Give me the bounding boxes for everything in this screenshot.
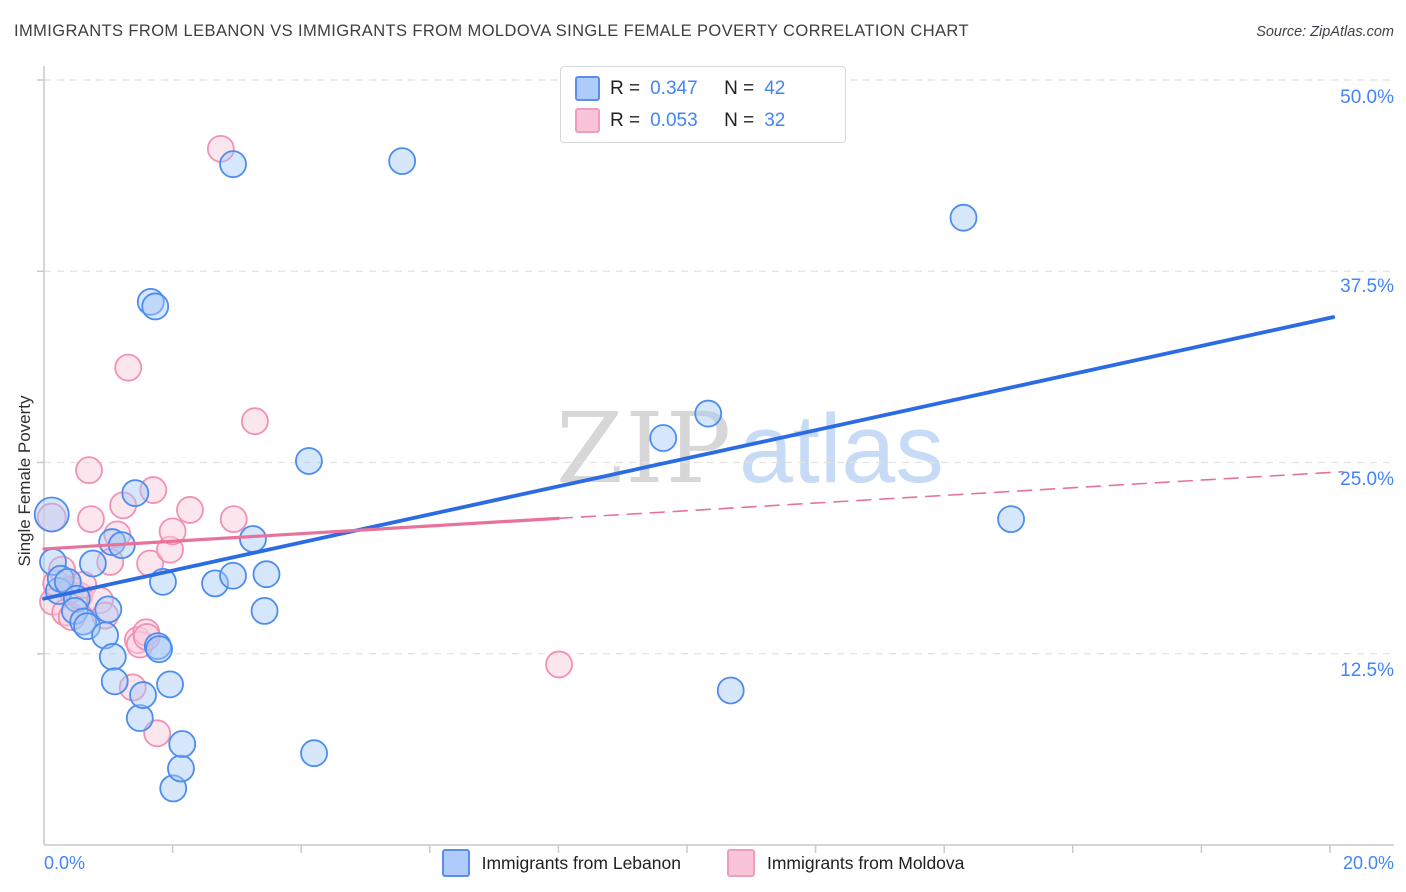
y-tick-12-5: 12.5% xyxy=(1340,660,1394,681)
y-tick-37-5: 37.5% xyxy=(1340,276,1394,297)
scatter-point-lebanon xyxy=(125,704,154,732)
scatter-point-lebanon xyxy=(694,399,723,428)
r-value-moldova: 0.053 xyxy=(650,109,698,131)
scatter-point-lebanon xyxy=(219,561,247,590)
scatter-point-lebanon xyxy=(156,670,184,699)
scatter-point-moldova xyxy=(241,407,269,436)
lebanon-swatch-icon xyxy=(575,76,600,101)
scatter-point-lebanon xyxy=(145,635,173,664)
stats-row-lebanon: R = 0.347 N = 42 xyxy=(575,76,831,101)
scatter-point-lebanon xyxy=(73,612,101,641)
scatter-point-moldova xyxy=(75,456,103,485)
scatter-point-lebanon xyxy=(33,496,70,533)
scatter-point-lebanon xyxy=(69,607,98,636)
scatter-point-lebanon xyxy=(129,681,157,709)
scatter-point-lebanon xyxy=(98,642,127,671)
legend-item-moldova: Immigrants from Moldova xyxy=(726,849,965,877)
series-legend: Immigrants from Lebanon Immigrants from … xyxy=(0,849,1406,877)
n-label: N = xyxy=(724,77,755,99)
y-tick-25: 25.0% xyxy=(1340,469,1394,490)
trend-line-lebanon-solid xyxy=(42,315,1336,601)
scatter-point-lebanon xyxy=(136,287,165,316)
legend-label-lebanon: Immigrants from Lebanon xyxy=(481,852,681,873)
scatter-point-lebanon xyxy=(141,292,170,321)
scatter-point-lebanon xyxy=(300,739,328,768)
scatter-point-lebanon xyxy=(94,595,123,624)
correlation-stats-box: R = 0.347 N = 42 R = 0.053 N = 32 xyxy=(560,66,846,143)
trend-line-moldova-solid xyxy=(42,516,561,551)
source-attribution: Source: ZipAtlas.com xyxy=(1256,24,1394,40)
r-label: R = xyxy=(610,109,641,131)
n-label: N = xyxy=(724,109,755,131)
y-tick-50: 50.0% xyxy=(1340,87,1394,108)
scatter-point-lebanon xyxy=(252,560,281,589)
legend-item-lebanon: Immigrants from Lebanon xyxy=(441,849,681,877)
legend-label-moldova: Immigrants from Moldova xyxy=(766,852,965,873)
scatter-point-lebanon xyxy=(649,424,678,452)
r-value-lebanon: 0.347 xyxy=(650,77,698,99)
scatter-point-lebanon xyxy=(239,525,267,553)
moldova-swatch-icon xyxy=(726,849,755,877)
scatter-point-lebanon xyxy=(295,447,323,475)
n-value-moldova: 32 xyxy=(764,109,786,131)
r-label: R = xyxy=(610,77,641,99)
scatter-point-moldova xyxy=(143,719,172,748)
scatter-point-lebanon xyxy=(219,150,247,179)
scatter-point-lebanon xyxy=(201,569,229,598)
stats-row-moldova: R = 0.053 N = 32 xyxy=(575,108,831,133)
scatter-point-lebanon xyxy=(100,667,129,696)
scatter-point-moldova xyxy=(77,505,105,534)
scatter-point-moldova xyxy=(114,353,143,382)
scatter-point-moldova xyxy=(139,476,168,504)
scatter-point-lebanon xyxy=(121,479,150,508)
scatter-point-lebanon xyxy=(250,597,279,625)
n-value-lebanon: 42 xyxy=(764,77,786,99)
scatter-point-moldova xyxy=(158,517,187,546)
x-tick-20: 20.0% xyxy=(1342,853,1394,873)
page-title: IMMIGRANTS FROM LEBANON VS IMMIGRANTS FR… xyxy=(14,22,969,40)
scatter-point-lebanon xyxy=(78,549,107,578)
lebanon-swatch-icon xyxy=(441,849,470,877)
trend-line-moldova-dashed xyxy=(557,470,1344,520)
scatter-point-moldova xyxy=(176,496,204,524)
moldova-swatch-icon xyxy=(575,108,600,133)
scatter-point-lebanon xyxy=(997,505,1025,534)
scatter-point-lebanon xyxy=(167,754,195,783)
scatter-point-moldova xyxy=(219,505,248,534)
scatter-point-lebanon xyxy=(168,730,197,758)
scatter-point-lebanon xyxy=(949,203,978,232)
scatter-point-lebanon xyxy=(716,676,745,705)
x-tick-0: 0.0% xyxy=(44,853,86,873)
scatter-point-moldova xyxy=(545,650,573,679)
scatter-point-lebanon xyxy=(388,147,417,175)
